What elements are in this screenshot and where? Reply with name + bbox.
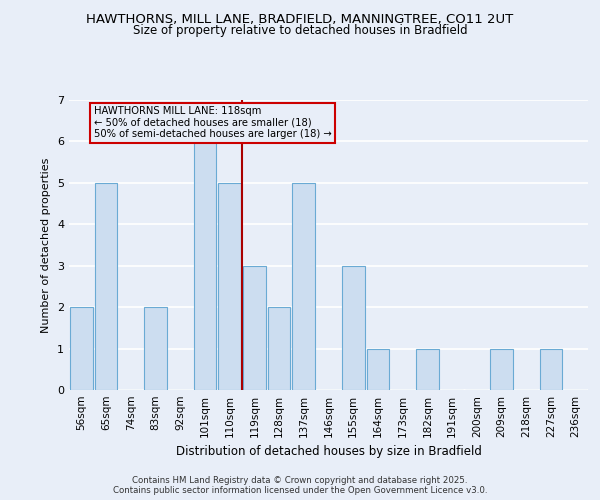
Bar bbox=[367, 348, 389, 390]
Bar bbox=[292, 183, 315, 390]
Text: Contains HM Land Registry data © Crown copyright and database right 2025.
Contai: Contains HM Land Registry data © Crown c… bbox=[113, 476, 487, 495]
Text: HAWTHORNS MILL LANE: 118sqm
← 50% of detached houses are smaller (18)
50% of sem: HAWTHORNS MILL LANE: 118sqm ← 50% of det… bbox=[94, 106, 331, 140]
Bar bbox=[342, 266, 365, 390]
Bar bbox=[194, 142, 216, 390]
Bar bbox=[70, 307, 93, 390]
Bar bbox=[243, 266, 266, 390]
Bar bbox=[268, 307, 290, 390]
Bar bbox=[416, 348, 439, 390]
Y-axis label: Number of detached properties: Number of detached properties bbox=[41, 158, 52, 332]
Bar bbox=[218, 183, 241, 390]
X-axis label: Distribution of detached houses by size in Bradfield: Distribution of detached houses by size … bbox=[176, 446, 481, 458]
Bar bbox=[539, 348, 562, 390]
Text: Size of property relative to detached houses in Bradfield: Size of property relative to detached ho… bbox=[133, 24, 467, 37]
Bar bbox=[490, 348, 513, 390]
Text: HAWTHORNS, MILL LANE, BRADFIELD, MANNINGTREE, CO11 2UT: HAWTHORNS, MILL LANE, BRADFIELD, MANNING… bbox=[86, 12, 514, 26]
Bar bbox=[95, 183, 118, 390]
Bar bbox=[144, 307, 167, 390]
